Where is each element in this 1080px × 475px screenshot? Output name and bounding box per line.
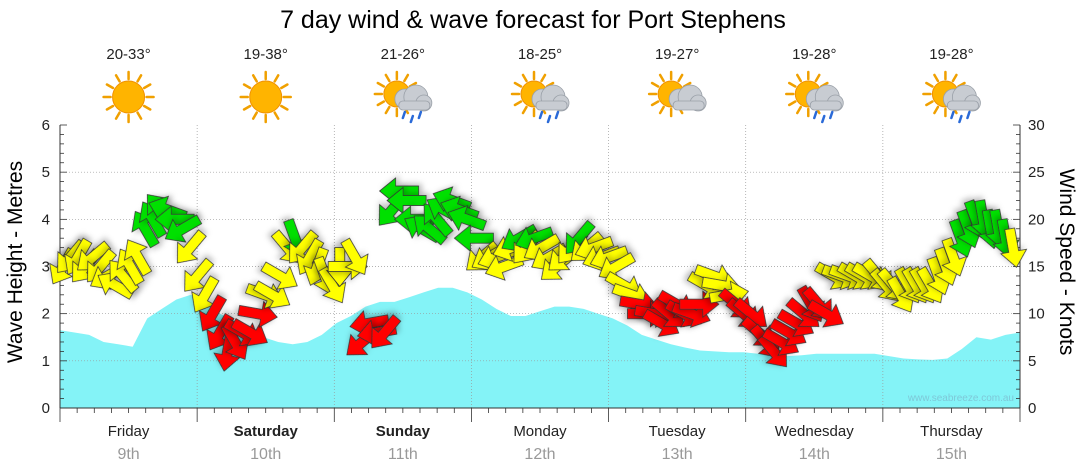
day-name: Friday: [108, 423, 150, 440]
sun-cloud-rain-icon: [922, 70, 981, 124]
right-tick-label: 5: [1028, 353, 1036, 370]
day-name: Sunday: [376, 423, 431, 440]
wind-arrow: [806, 299, 844, 328]
sun-icon: [102, 70, 155, 124]
left-tick-label: 5: [42, 164, 50, 181]
day-name: Thursday: [920, 423, 983, 440]
wind-arrow: [164, 214, 203, 243]
day-name: Saturday: [234, 423, 299, 440]
right-tick-label: 25: [1028, 164, 1045, 181]
left-tick-label: 4: [42, 211, 50, 228]
day-name: Monday: [513, 423, 567, 440]
day-temperature: 20-33°: [106, 46, 150, 63]
day-name: Tuesday: [649, 423, 706, 440]
right-tick-label: 15: [1028, 259, 1045, 276]
left-tick-label: 0: [42, 400, 50, 417]
left-tick-label: 3: [42, 259, 50, 276]
day-date: 9th: [117, 446, 139, 463]
wind-arrow: [237, 300, 278, 328]
day-date: 15th: [936, 446, 967, 463]
wind-arrow: [371, 314, 402, 349]
day-temperature: 19-38°: [244, 46, 288, 63]
day-date: 11th: [388, 446, 418, 463]
day-temperature: 19-28°: [792, 46, 836, 63]
right-tick-label: 30: [1028, 117, 1045, 134]
right-tick-label: 0: [1028, 400, 1036, 417]
left-axis-label: Wave Height - Metres: [4, 161, 27, 363]
day-date: 14th: [799, 446, 830, 463]
sun-cloud-rain-icon: [373, 70, 433, 124]
wind-arrow: [447, 205, 487, 232]
day-temperature: 18-25°: [518, 46, 562, 63]
sun-cloud-rain-icon: [785, 70, 844, 124]
day-temperature: 21-26°: [381, 46, 425, 63]
watermark: www.seabreeze.com.au: [907, 393, 1014, 404]
day-date: 10th: [250, 446, 281, 463]
day-date: 13th: [662, 446, 693, 463]
wind-arrow: [176, 229, 207, 264]
day-name: Wednesday: [775, 423, 854, 440]
sun-cloud-icon: [647, 70, 707, 118]
sun-cloud-rain-icon: [510, 70, 570, 124]
sun-icon: [239, 70, 292, 124]
wind-arrow: [941, 237, 968, 277]
wind-arrow: [124, 239, 153, 277]
left-tick-label: 2: [42, 306, 50, 323]
wind-arrow: [317, 265, 347, 304]
wind-arrow: [260, 261, 298, 290]
right-tick-label: 20: [1028, 211, 1045, 228]
right-tick-label: 10: [1028, 306, 1045, 323]
right-axis-label: Wind Speed - Knots: [1055, 169, 1078, 356]
day-date: 12th: [524, 446, 555, 463]
day-temperature: 19-27°: [655, 46, 699, 63]
day-temperature: 19-28°: [929, 46, 973, 63]
chart-title: 7 day wind & wave forecast for Port Step…: [280, 6, 786, 34]
left-tick-label: 6: [42, 117, 50, 134]
wave-height-area: [60, 287, 1020, 408]
wind-arrow: [999, 227, 1028, 268]
left-tick-label: 1: [42, 353, 50, 370]
wind-arrow: [340, 237, 369, 275]
